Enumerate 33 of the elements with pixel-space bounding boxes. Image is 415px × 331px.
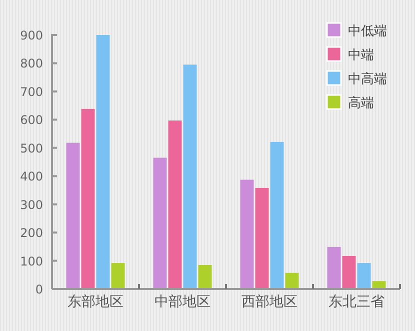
bar	[81, 108, 95, 289]
x-tick-label: 东北三省	[328, 294, 384, 310]
y-tick-label: 900	[20, 28, 43, 42]
bar	[270, 142, 284, 289]
bar	[183, 64, 197, 289]
bar	[168, 120, 182, 289]
y-tick-label: 300	[20, 198, 43, 212]
y-tick-label: 400	[20, 170, 43, 184]
bar	[357, 263, 371, 289]
x-tick-label: 西部地区	[242, 294, 298, 310]
legend-label: 中端	[348, 48, 374, 63]
bar	[285, 272, 299, 289]
bar	[198, 265, 212, 289]
y-tick-label: 200	[20, 226, 43, 240]
bar	[66, 142, 80, 289]
bar	[240, 180, 254, 289]
bar	[111, 263, 125, 289]
y-tick-label: 800	[20, 56, 43, 71]
legend-label: 中高端	[348, 71, 387, 87]
y-tick-label: 600	[20, 113, 43, 128]
x-tick-label: 中部地区	[154, 294, 210, 310]
y-tick-label: 100	[20, 254, 43, 268]
bar	[255, 188, 269, 289]
legend-label: 高端	[348, 95, 374, 111]
y-tick-label: 0	[35, 282, 43, 296]
y-tick-label: 500	[20, 141, 43, 156]
y-tick-label: 700	[20, 84, 43, 99]
bar	[342, 256, 356, 289]
bar	[96, 35, 110, 289]
legend-label: 中低端	[348, 24, 387, 39]
bar	[327, 246, 341, 289]
bar	[153, 158, 167, 289]
x-tick-label: 东部地区	[68, 294, 124, 310]
